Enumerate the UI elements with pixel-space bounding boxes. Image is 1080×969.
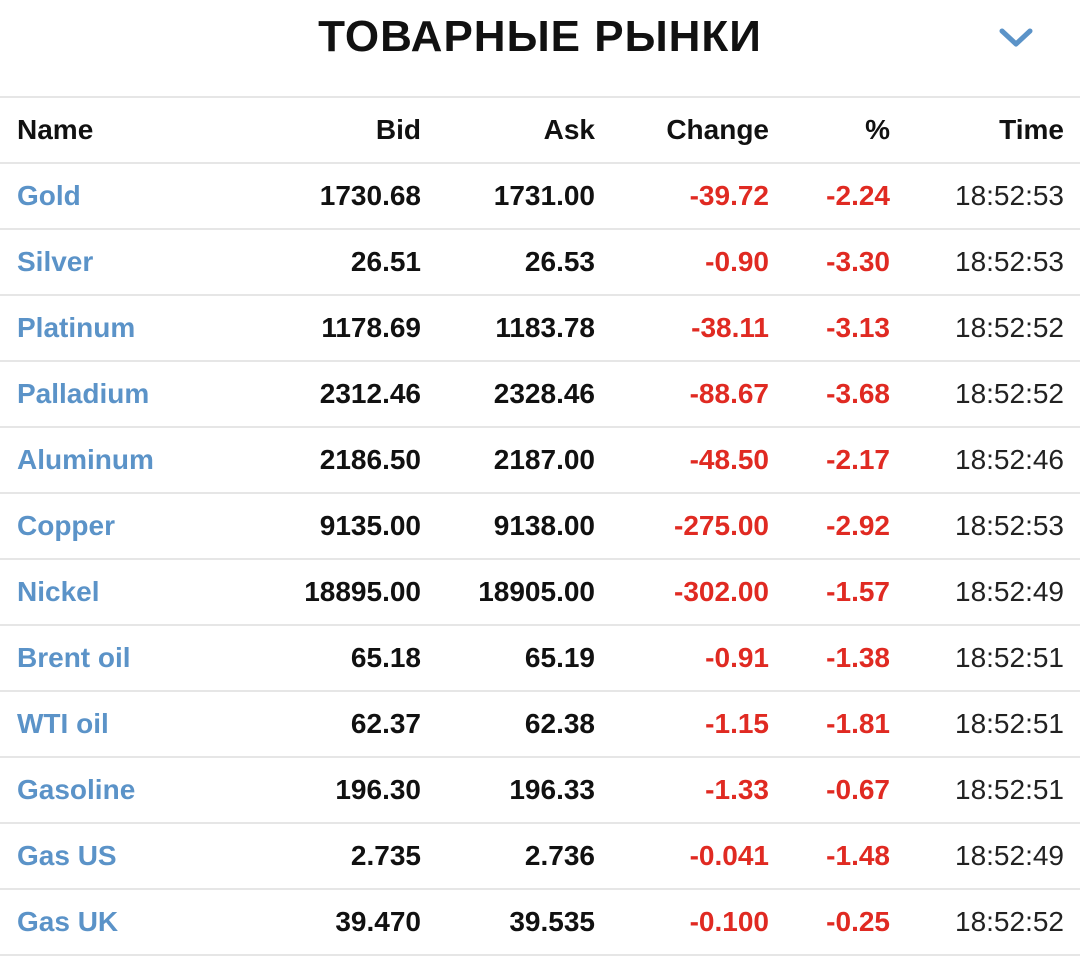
ask-cell: 1183.78 xyxy=(421,295,595,362)
time-cell: 18:52:53 xyxy=(890,163,1080,230)
bid-cell: 39.470 xyxy=(257,889,421,956)
ask-cell: 9138.00 xyxy=(421,493,595,560)
table-row[interactable]: WTI oil 62.37 62.38 -1.15 -1.81 18:52:51 xyxy=(0,691,1080,758)
percent-change-cell: -1.57 xyxy=(769,559,890,626)
change-cell: -275.00 xyxy=(595,493,769,560)
bid-cell: 62.37 xyxy=(257,691,421,758)
change-cell: -88.67 xyxy=(595,361,769,428)
bid-cell: 18895.00 xyxy=(257,559,421,626)
time-cell: 18:52:51 xyxy=(890,625,1080,692)
commodity-name-link[interactable]: Gasoline xyxy=(0,757,257,824)
table-row[interactable]: Platinum 1178.69 1183.78 -38.11 -3.13 18:52:5… xyxy=(0,295,1080,362)
change-cell: -302.00 xyxy=(595,559,769,626)
column-header-change: Change xyxy=(595,98,769,164)
column-header-bid: Bid xyxy=(257,98,421,164)
table-row[interactable]: Gasoline 196.30 196.33 -1.33 -0.67 18:52:51 xyxy=(0,757,1080,824)
time-cell: 18:52:49 xyxy=(890,823,1080,890)
percent-change-cell: -3.30 xyxy=(769,229,890,296)
time-cell: 18:52:52 xyxy=(890,295,1080,362)
table-row[interactable]: Nickel 18895.00 18905.00 -302.00 -1.57 18:52:… xyxy=(0,559,1080,626)
commodity-name-link[interactable]: WTI oil xyxy=(0,691,257,758)
bid-cell: 65.18 xyxy=(257,625,421,692)
table-body: Gold 1730.68 1731.00 -39.72 -2.24 18:52:53 Sil… xyxy=(0,163,1080,956)
time-cell: 18:52:53 xyxy=(890,229,1080,296)
change-cell: -1.15 xyxy=(595,691,769,758)
bid-cell: 9135.00 xyxy=(257,493,421,560)
chevron-down-icon[interactable] xyxy=(996,22,1036,52)
time-cell: 18:52:52 xyxy=(890,889,1080,956)
table-row[interactable]: Silver 26.51 26.53 -0.90 -3.30 18:52:53 xyxy=(0,229,1080,296)
bid-cell: 26.51 xyxy=(257,229,421,296)
commodity-name-link[interactable]: Palladium xyxy=(0,361,257,428)
table-row[interactable]: Gold 1730.68 1731.00 -39.72 -2.24 18:52:53 xyxy=(0,163,1080,230)
table-row[interactable]: Gas US 2.735 2.736 -0.041 -1.48 18:52:49 xyxy=(0,823,1080,890)
table-row[interactable]: Gas UK 39.470 39.535 -0.100 -0.25 18:52:52 xyxy=(0,889,1080,956)
bid-cell: 2312.46 xyxy=(257,361,421,428)
change-cell: -0.91 xyxy=(595,625,769,692)
column-header-time: Time xyxy=(890,98,1080,164)
bid-cell: 1730.68 xyxy=(257,163,421,230)
percent-change-cell: -0.67 xyxy=(769,757,890,824)
ask-cell: 39.535 xyxy=(421,889,595,956)
column-header-name: Name xyxy=(0,98,257,164)
ask-cell: 18905.00 xyxy=(421,559,595,626)
commodity-name-link[interactable]: Nickel xyxy=(0,559,257,626)
change-cell: -0.100 xyxy=(595,889,769,956)
bid-cell: 1178.69 xyxy=(257,295,421,362)
page-header: ТОВАРНЫЕ РЫНКИ xyxy=(0,0,1080,98)
percent-change-cell: -1.38 xyxy=(769,625,890,692)
change-cell: -39.72 xyxy=(595,163,769,230)
percent-change-cell: -2.17 xyxy=(769,427,890,494)
ask-cell: 62.38 xyxy=(421,691,595,758)
time-cell: 18:52:52 xyxy=(890,361,1080,428)
time-cell: 18:52:51 xyxy=(890,691,1080,758)
column-header-percent: % xyxy=(769,98,890,164)
percent-change-cell: -3.13 xyxy=(769,295,890,362)
time-cell: 18:52:53 xyxy=(890,493,1080,560)
commodity-name-link[interactable]: Brent oil xyxy=(0,625,257,692)
commodity-name-link[interactable]: Gold xyxy=(0,163,257,230)
percent-change-cell: -1.81 xyxy=(769,691,890,758)
table-row[interactable]: Aluminum 2186.50 2187.00 -48.50 -2.17 18:52:4… xyxy=(0,427,1080,494)
ask-cell: 2328.46 xyxy=(421,361,595,428)
bid-cell: 2186.50 xyxy=(257,427,421,494)
commodity-name-link[interactable]: Silver xyxy=(0,229,257,296)
change-cell: -0.90 xyxy=(595,229,769,296)
change-cell: -38.11 xyxy=(595,295,769,362)
ask-cell: 2187.00 xyxy=(421,427,595,494)
table-row[interactable]: Palladium 2312.46 2328.46 -88.67 -3.68 18:52:… xyxy=(0,361,1080,428)
commodity-name-link[interactable]: Gas UK xyxy=(0,889,257,956)
time-cell: 18:52:51 xyxy=(890,757,1080,824)
time-cell: 18:52:49 xyxy=(890,559,1080,626)
ask-cell: 2.736 xyxy=(421,823,595,890)
change-cell: -0.041 xyxy=(595,823,769,890)
time-cell: 18:52:46 xyxy=(890,427,1080,494)
page-title: ТОВАРНЫЕ РЫНКИ xyxy=(318,12,762,61)
percent-change-cell: -1.48 xyxy=(769,823,890,890)
column-header-ask: Ask xyxy=(421,98,595,164)
table-row[interactable]: Brent oil 65.18 65.19 -0.91 -1.38 18:52:51 xyxy=(0,625,1080,692)
ask-cell: 26.53 xyxy=(421,229,595,296)
bid-cell: 2.735 xyxy=(257,823,421,890)
bid-cell: 196.30 xyxy=(257,757,421,824)
commodity-name-link[interactable]: Gas US xyxy=(0,823,257,890)
percent-change-cell: -0.25 xyxy=(769,889,890,956)
percent-change-cell: -2.24 xyxy=(769,163,890,230)
table-header-row: Name Bid Ask Change % Time xyxy=(0,98,1080,164)
ask-cell: 65.19 xyxy=(421,625,595,692)
percent-change-cell: -3.68 xyxy=(769,361,890,428)
percent-change-cell: -2.92 xyxy=(769,493,890,560)
ask-cell: 196.33 xyxy=(421,757,595,824)
commodity-name-link[interactable]: Platinum xyxy=(0,295,257,362)
commodities-table: Name Bid Ask Change % Time Gold 1730.68 17… xyxy=(0,98,1080,956)
ask-cell: 1731.00 xyxy=(421,163,595,230)
table-row[interactable]: Copper 9135.00 9138.00 -275.00 -2.92 18:52:53 xyxy=(0,493,1080,560)
change-cell: -1.33 xyxy=(595,757,769,824)
commodity-name-link[interactable]: Copper xyxy=(0,493,257,560)
change-cell: -48.50 xyxy=(595,427,769,494)
commodity-name-link[interactable]: Aluminum xyxy=(0,427,257,494)
